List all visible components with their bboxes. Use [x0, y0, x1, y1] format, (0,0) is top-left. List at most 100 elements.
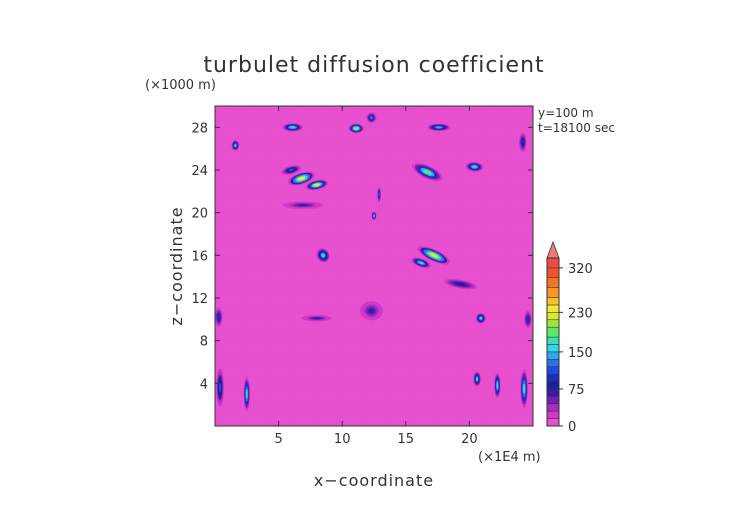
plot-frame [214, 105, 534, 427]
heatmap-cell [444, 279, 477, 290]
heatmap-features [215, 112, 532, 412]
contour-ring [373, 214, 375, 218]
contour-ring [472, 165, 477, 169]
x-tick-label: 15 [398, 432, 415, 447]
colorbar-level [546, 418, 560, 427]
colorbar: 0 75 150 230 320 [546, 240, 593, 435]
y-tick-label: 24 [191, 164, 208, 179]
colorbar-tick-label: 320 [568, 262, 593, 277]
contour-ring [313, 183, 320, 187]
y-tick-label: 28 [191, 121, 208, 136]
heatmap-cell [519, 132, 527, 152]
colorbar-level [546, 326, 560, 338]
contour-ring [289, 126, 296, 129]
heatmap-cell [231, 140, 240, 151]
x-tick-label: 20 [461, 432, 478, 447]
colorbar-level [546, 287, 560, 298]
contour-ring [245, 389, 248, 399]
heatmap-cell [427, 123, 451, 132]
colorbar-tick-label: 0 [568, 420, 576, 435]
colorbar-level [546, 381, 560, 390]
contour-ring [234, 143, 237, 147]
colorbar-level [546, 410, 560, 419]
annotation-time: t=18100 sec [538, 121, 615, 135]
heatmap-cell [412, 163, 443, 182]
colorbar-level [546, 267, 560, 279]
contour-ring [312, 317, 322, 320]
colorbar-frame [546, 257, 560, 427]
colorbar-level [546, 297, 560, 306]
colorbar-level [546, 257, 560, 269]
contour-ring [496, 381, 499, 390]
heatmap-cell [465, 161, 484, 172]
contour-ring [423, 169, 432, 175]
contour-ring [475, 376, 479, 382]
heatmap-cell [377, 187, 381, 203]
contour-ring [219, 382, 222, 393]
heatmap-cell [281, 165, 302, 175]
heatmap-cell [215, 307, 223, 327]
colorbar-level [546, 277, 560, 288]
contour-ring [521, 139, 524, 145]
colorbar-level [546, 373, 560, 382]
plot-area [215, 106, 533, 426]
colorbar-level [546, 312, 560, 321]
heatmap-cell [243, 376, 250, 412]
contour-ring [418, 261, 424, 265]
heatmap-cell [348, 123, 364, 134]
colorbar-extend-arrow [546, 240, 560, 259]
y-tick-label: 20 [191, 207, 208, 222]
colorbar-level [546, 388, 560, 397]
x-tick-label: 5 [274, 432, 282, 447]
colorbar-level [546, 403, 560, 412]
y-axis-label: z−coordinate [167, 206, 186, 325]
contour-ring [288, 168, 295, 172]
y-tick-label: 16 [191, 249, 208, 264]
colorbar-level [546, 336, 560, 345]
x-axis-label: x−coordinate [314, 471, 434, 490]
colorbar-level [546, 396, 560, 405]
colorbar-level [546, 351, 560, 360]
heatmap-cell [473, 371, 481, 387]
contour-ring [455, 282, 466, 286]
colorbar-level [546, 304, 560, 313]
heatmap-cell [282, 201, 324, 209]
y-tick-label: 12 [191, 292, 208, 307]
heatmap-cell [282, 123, 303, 132]
colorbar-tick-label: 75 [568, 383, 585, 398]
heatmap-cell [524, 310, 532, 328]
colorbar-tick-label: 150 [568, 346, 593, 361]
heatmap-cell [371, 211, 377, 221]
contour-ring [479, 316, 483, 320]
contour-ring [217, 314, 220, 320]
annotation-y-slice: y=100 m [538, 106, 594, 120]
y-tick-label: 8 [200, 335, 208, 350]
contour-ring [354, 127, 359, 130]
y-unit-label: (×1000 m) [145, 78, 216, 93]
contour-ring [368, 308, 375, 314]
heatmap-background [215, 106, 533, 426]
heatmap-cell [301, 315, 333, 322]
heatmap-cell [316, 248, 330, 263]
contour-ring [523, 383, 526, 395]
contour-ring [370, 116, 373, 120]
heatmap-cell [360, 301, 383, 321]
contour-ring [526, 316, 529, 322]
heatmap-cell [366, 112, 377, 124]
heatmap-cell [288, 171, 315, 186]
y-axis: 4 8 12 16 20 24 28 [191, 121, 533, 392]
x-tick-label: 10 [334, 432, 351, 447]
heatmap-cell [475, 312, 486, 324]
contour-ring [429, 252, 439, 258]
colorbar-level [546, 319, 560, 328]
contour-ring [297, 176, 306, 181]
heatmap-cell [417, 246, 451, 265]
contour-ring [297, 204, 309, 207]
colorbar-level [546, 344, 560, 353]
y-tick-label: 4 [200, 377, 208, 392]
x-unit-label: (×1E4 m) [478, 450, 541, 465]
x-axis: 5 10 15 20 [274, 106, 478, 447]
heatmap-cell [305, 179, 329, 191]
colorbar-level [546, 359, 560, 367]
